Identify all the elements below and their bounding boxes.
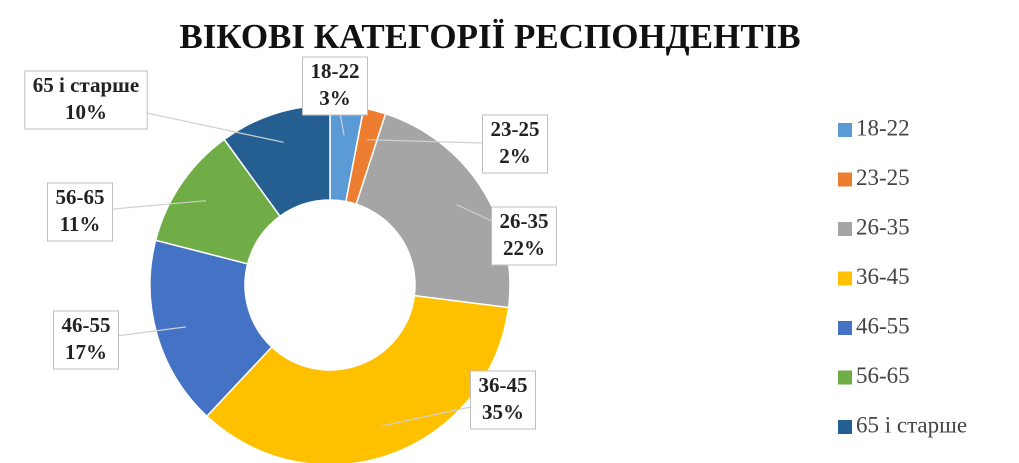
label-category: 26-35	[500, 209, 549, 233]
data-label: 56-65 11%	[47, 182, 113, 242]
slice	[149, 239, 273, 418]
legend-swatch	[838, 123, 852, 137]
legend-label: 18-22	[856, 115, 910, 140]
label-box	[53, 310, 119, 370]
data-label: 36-45 35%	[470, 370, 536, 430]
legend-label: 56-65	[856, 363, 910, 388]
label-box	[302, 56, 368, 116]
data-label: 23-25 2%	[482, 114, 548, 174]
label-value: 2%	[499, 144, 531, 168]
legend-label: 65 і старше	[856, 412, 967, 437]
data-label: 18-22 3%	[302, 56, 368, 116]
label-category: 65 і старше	[33, 73, 139, 97]
label-category: 46-55	[62, 313, 111, 337]
label-category: 23-25	[491, 117, 540, 141]
label-value: 17%	[65, 340, 107, 364]
label-value: 10%	[65, 100, 107, 124]
label-box	[47, 182, 113, 242]
legend-swatch	[838, 370, 852, 385]
label-category: 18-22	[311, 59, 360, 83]
label-box	[24, 70, 148, 130]
data-label: 26-35 22%	[491, 206, 557, 266]
label-value: 35%	[482, 400, 524, 424]
legend-swatch	[838, 271, 852, 286]
legend-label: 46-55	[856, 313, 910, 338]
chart-title: ВІКОВІ КАТЕГОРІЇ РЕСПОНДЕНТІВ	[179, 17, 800, 56]
legend-label: 26-35	[856, 214, 910, 239]
label-value: 3%	[319, 86, 351, 110]
legend-swatch	[838, 420, 852, 434]
legend-label: 23-25	[856, 165, 910, 190]
legend-swatch	[838, 172, 852, 187]
label-value: 11%	[60, 212, 101, 236]
data-label: 46-55 17%	[53, 310, 119, 370]
label-category: 36-45	[479, 373, 528, 397]
label-box	[482, 114, 548, 174]
slice	[205, 294, 510, 463]
label-box	[491, 206, 557, 266]
label-category: 56-65	[56, 185, 105, 209]
legend-label: 36-45	[856, 264, 910, 289]
slice	[355, 112, 511, 309]
legend-swatch	[838, 222, 852, 236]
label-box	[470, 370, 536, 430]
legend-swatch	[838, 321, 852, 335]
data-label: 65 і старше 10%	[24, 70, 148, 130]
label-value: 22%	[503, 236, 545, 260]
